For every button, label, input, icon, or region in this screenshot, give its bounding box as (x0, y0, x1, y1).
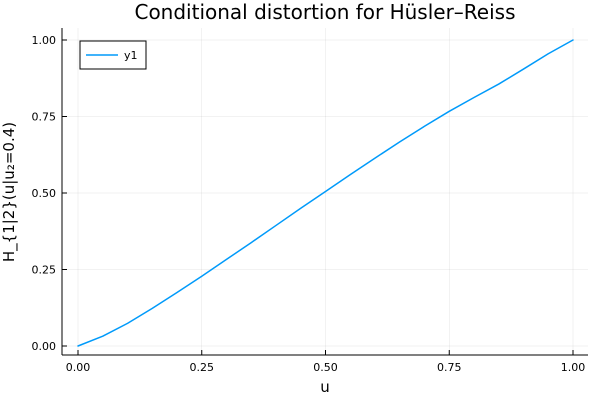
x-tick-label: 1.00 (561, 361, 586, 374)
ticks: 0.00 0.25 0.50 0.75 1.00 0.00 0.25 0.50 0.75 1.00 (32, 34, 586, 374)
y-tick-label: 0.50 (32, 187, 57, 200)
x-tick-label: 0.50 (313, 361, 338, 374)
x-tick-label: 0.25 (190, 361, 215, 374)
x-tick-label: 0.00 (66, 361, 91, 374)
chart-title: Conditional distortion for Hüsler–Reiss (134, 0, 515, 24)
x-tick-label: 0.75 (437, 361, 462, 374)
x-axis-label: u (320, 378, 330, 396)
series-line-y1 (77, 39, 574, 347)
y-tick-label: 0.25 (32, 264, 57, 277)
series-layer (77, 39, 574, 347)
y-tick-label: 1.00 (32, 34, 57, 47)
legend-label-y1: y1 (124, 49, 138, 62)
y-tick-label: 0.75 (32, 111, 57, 124)
legend: y1 (79, 40, 147, 70)
y-tick-label: 0.00 (32, 340, 57, 353)
grid (62, 28, 588, 355)
y-axis-label: H_{1|2}(u|u₂=0.4) (0, 122, 19, 262)
